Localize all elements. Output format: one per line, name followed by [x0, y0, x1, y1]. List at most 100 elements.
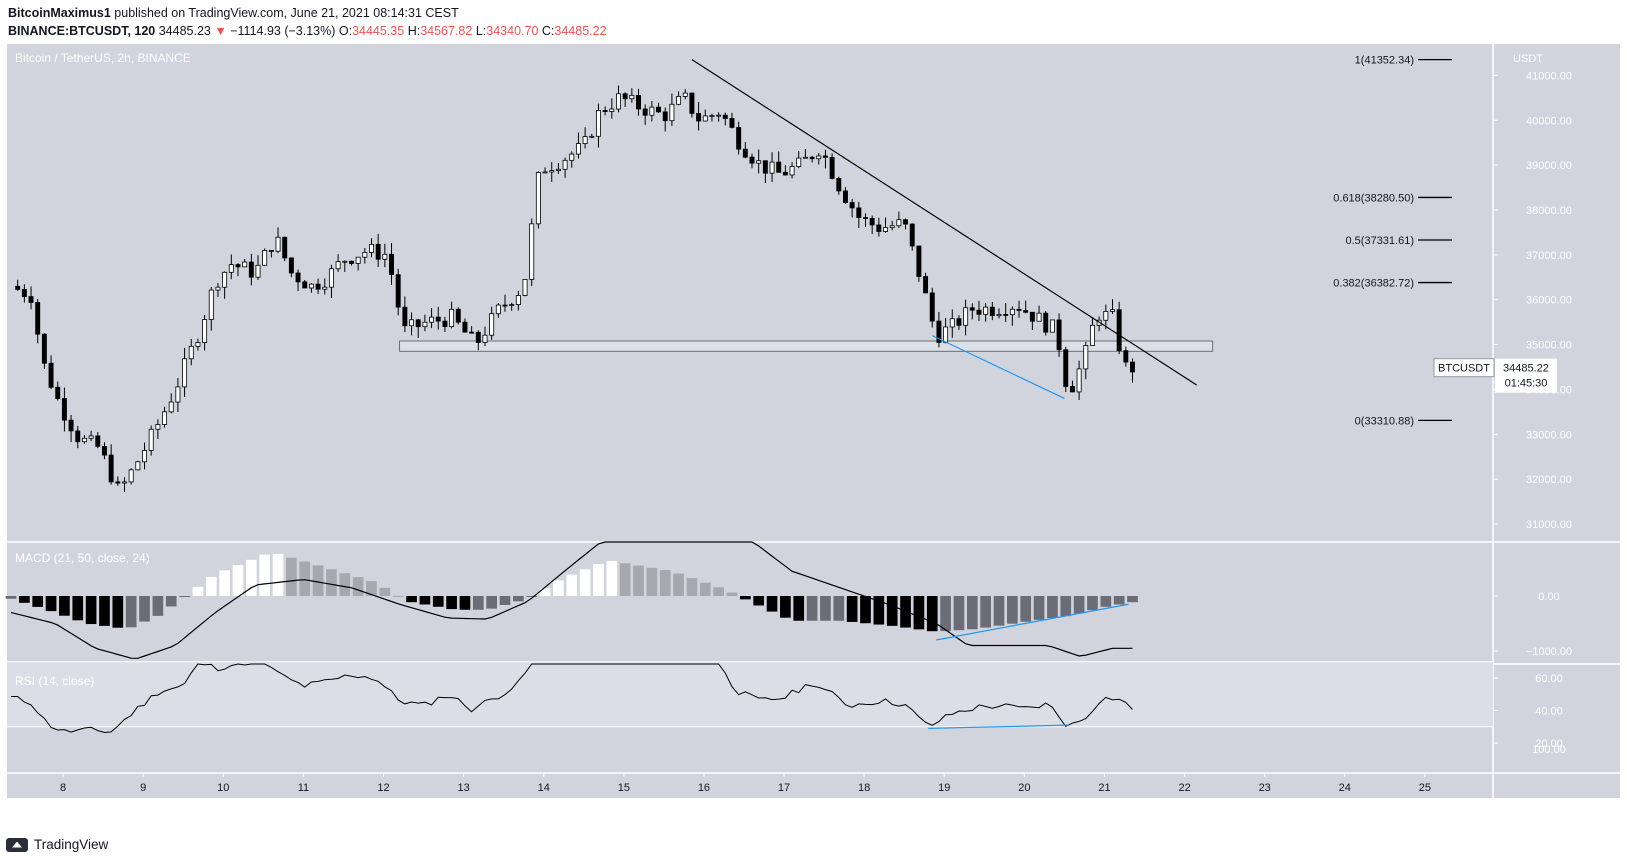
candle-body-down	[956, 318, 962, 326]
macd-histogram-bar	[312, 565, 324, 596]
candle-body-up	[422, 321, 428, 328]
candle-body-up	[142, 450, 147, 463]
main-chart-title: Bitcoin / TetherUS, 2h, BINANCE	[15, 51, 191, 65]
candle	[328, 264, 334, 299]
macd-histogram-bar	[32, 596, 44, 607]
candle-body-down	[469, 331, 475, 334]
candle-body-up	[883, 227, 888, 232]
candle	[262, 248, 268, 266]
candle	[322, 278, 328, 295]
open-label: O:	[338, 24, 353, 38]
candle	[402, 296, 408, 333]
candle-body-down	[642, 108, 648, 116]
candle-body-up	[595, 110, 601, 137]
macd-histogram-bar	[699, 582, 711, 596]
candle	[175, 377, 181, 413]
candle	[856, 201, 862, 228]
candle-body-down	[989, 306, 995, 317]
candle-body-down	[1043, 312, 1049, 333]
candle-body-down	[762, 160, 768, 174]
candle	[95, 432, 101, 449]
candle	[162, 406, 168, 428]
candle	[842, 187, 848, 204]
candle	[168, 393, 174, 414]
candle	[549, 162, 555, 182]
price-divergence-line	[931, 335, 1065, 399]
candle	[809, 155, 815, 163]
candle-body-up	[589, 135, 595, 138]
candle-body-down	[389, 253, 394, 276]
candle-body-up	[122, 481, 127, 484]
candle-body-up	[616, 93, 621, 110]
candle	[442, 316, 448, 333]
candle	[449, 301, 455, 329]
candle-body-down	[288, 257, 294, 274]
candle	[969, 303, 975, 320]
candle-body-down	[782, 171, 788, 176]
macd-histogram-bar	[72, 596, 84, 621]
candle-body-down	[455, 308, 461, 323]
candle-body-down	[315, 283, 321, 290]
candle-body-up	[255, 264, 261, 278]
candle-body-down	[435, 316, 441, 322]
time-axis-label: 22	[1178, 782, 1190, 794]
candle	[315, 278, 321, 295]
macd-line	[10, 541, 1133, 659]
candle-body-up	[1110, 309, 1115, 312]
chart-header: BitcoinMaximus1 published on TradingView…	[8, 4, 607, 40]
candle-body-down	[829, 157, 835, 179]
last-price-text: 34485.23	[158, 24, 211, 38]
candle-body-up	[569, 153, 575, 161]
candle-body-up	[542, 171, 548, 174]
candle-body-up	[429, 316, 435, 323]
macd-histogram-bar	[152, 596, 164, 616]
candle	[749, 153, 755, 169]
macd-histogram-bar	[753, 596, 765, 606]
candle-body-down	[1130, 361, 1135, 373]
macd-histogram-bar	[606, 560, 618, 596]
macd-histogram-bar	[59, 596, 70, 616]
candle-body-down	[21, 289, 27, 298]
price-axis-label: 31000.00	[1526, 519, 1572, 531]
candle-body-down	[95, 435, 101, 447]
macd-histogram-bar	[459, 596, 471, 610]
candle	[248, 253, 254, 286]
candle-body-down	[842, 190, 848, 203]
candle-body-up	[208, 289, 214, 320]
candle	[88, 430, 94, 441]
candle-body-up	[555, 168, 561, 171]
candle	[529, 218, 535, 286]
candle-body-up	[202, 319, 208, 343]
candle-body-up	[328, 268, 334, 288]
candle	[1110, 299, 1115, 315]
macd-histogram-bar	[272, 553, 284, 596]
candle-body-down	[1016, 308, 1022, 311]
candle-body-down	[1023, 310, 1029, 313]
candle	[609, 98, 615, 119]
candle-body-down	[55, 386, 61, 399]
candle	[1016, 300, 1022, 318]
macd-histogram-bar	[926, 596, 938, 632]
macd-histogram-bar	[953, 596, 965, 631]
bar-countdown: 01:45:30	[1505, 378, 1548, 390]
candle	[642, 104, 648, 125]
macd-histogram-bar	[339, 573, 351, 596]
candle-body-down	[903, 219, 909, 225]
macd-histogram-bar	[232, 565, 244, 596]
candle	[676, 91, 682, 106]
publisher-name[interactable]: BitcoinMaximus1	[8, 6, 111, 20]
candle-body-down	[402, 306, 408, 327]
candle	[475, 330, 481, 351]
candle	[1043, 311, 1049, 336]
macd-histogram-bar	[45, 596, 57, 612]
macd-divergence-line	[936, 603, 1129, 641]
candle-body-down	[302, 281, 308, 289]
macd-histogram-bar	[99, 596, 110, 626]
macd-histogram-bar	[993, 596, 1005, 626]
candle	[108, 444, 114, 485]
macd-histogram-bar	[472, 596, 484, 610]
symbol-label: BINANCE:BTCUSDT, 120	[8, 24, 156, 38]
candle	[702, 109, 708, 122]
candle	[435, 306, 441, 330]
